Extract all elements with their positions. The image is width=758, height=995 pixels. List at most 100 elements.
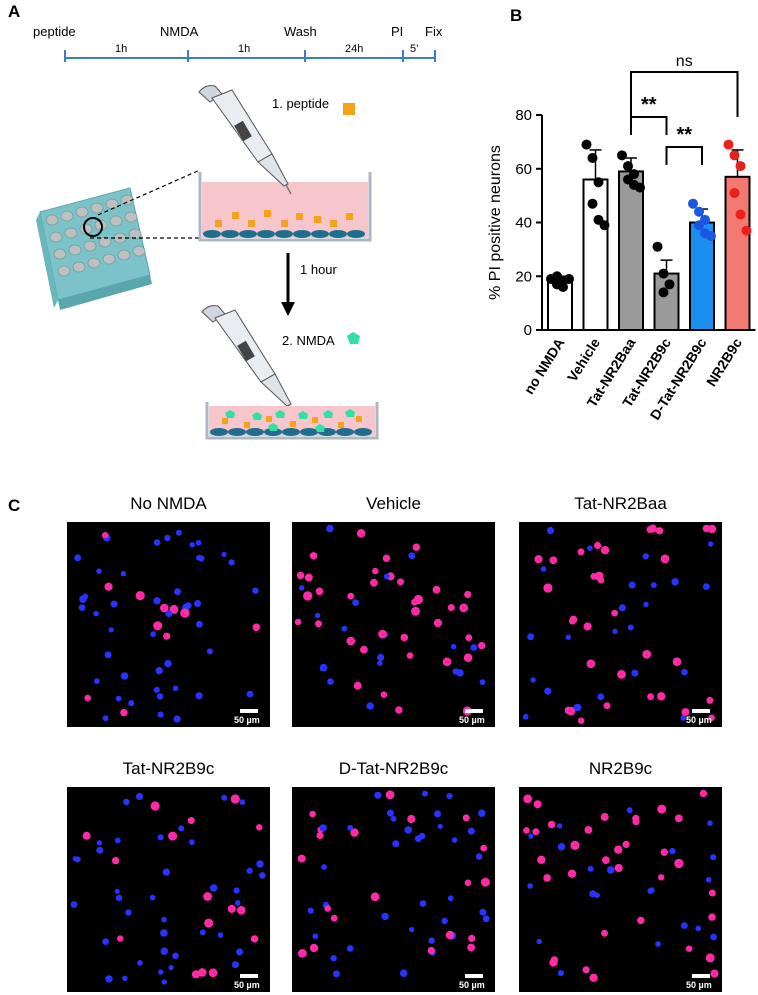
- protocol-wait-label: 1 hour: [300, 262, 337, 277]
- nucleus: [79, 595, 87, 603]
- pi-positive-cell: [309, 810, 316, 818]
- nucleus: [206, 648, 213, 655]
- pi-positive-cell: [468, 934, 476, 942]
- nucleus: [470, 644, 478, 651]
- nucleus: [252, 587, 259, 594]
- pi-positive-cell: [84, 694, 91, 702]
- pi-positive-cell: [378, 629, 387, 639]
- nucleus: [347, 824, 353, 831]
- pi-positive-cell: [315, 587, 324, 596]
- nucleus: [383, 573, 390, 580]
- pi-positive-cell: [589, 973, 598, 982]
- data-point: [688, 198, 698, 209]
- pi-positive-cell: [708, 913, 716, 921]
- pi-positive-cell: [411, 606, 420, 616]
- nucleus: [408, 552, 416, 560]
- pi-positive-cell: [480, 844, 488, 852]
- pi-positive-cell: [660, 554, 670, 564]
- fluorescence-cells: [522, 524, 717, 724]
- scale-bar: [692, 974, 710, 978]
- nucleus: [565, 634, 571, 640]
- nucleus: [231, 961, 239, 969]
- nucleus: [184, 602, 192, 609]
- nucleus: [441, 917, 448, 925]
- nucleus: [164, 659, 172, 668]
- timeline-step-nmda: NMDA: [160, 24, 199, 39]
- nucleus: [627, 624, 634, 631]
- nucleus: [74, 554, 82, 562]
- nucleus: [72, 856, 78, 862]
- pi-positive-cell: [523, 827, 530, 834]
- y-tick-label: 80: [515, 107, 532, 124]
- nucleus: [467, 827, 475, 835]
- nucleus: [234, 900, 241, 906]
- pi-positive-cell: [622, 840, 630, 848]
- protocol-step-nmda: 2. NMDA: [282, 333, 335, 348]
- pi-positive-cell: [250, 935, 259, 943]
- nucleus: [105, 975, 113, 983]
- pi-positive-cell: [445, 930, 455, 940]
- pi-positive-cell: [406, 652, 414, 659]
- nucleus: [172, 685, 179, 692]
- pi-positive-cell: [655, 527, 664, 535]
- pi-positive-cell: [309, 943, 319, 953]
- nucleus: [128, 700, 135, 707]
- y-axis-label: % PI positive neurons: [487, 145, 504, 300]
- culture-dish-2: [205, 402, 379, 440]
- nucleus: [680, 715, 687, 721]
- y-tick-label: 0: [524, 322, 532, 339]
- pi-positive-cell: [447, 604, 455, 611]
- scale-bar-label: 50 µm: [686, 980, 712, 990]
- pi-positive-cell: [614, 845, 623, 854]
- panel-label-c: C: [8, 496, 21, 515]
- timeline-step-peptide: peptide: [33, 24, 76, 39]
- nucleus: [387, 809, 394, 817]
- nucleus: [259, 872, 266, 879]
- data-point: [617, 150, 627, 161]
- data-point: [694, 220, 704, 231]
- nucleus: [96, 840, 102, 846]
- pi-positive-cell: [397, 578, 404, 586]
- pi-positive-cell: [204, 918, 214, 928]
- pi-positive-cell: [380, 691, 388, 698]
- nucleus: [150, 631, 156, 638]
- pi-positive-cell: [523, 794, 533, 804]
- pi-positive-cell: [707, 524, 717, 534]
- protocol-schematic: [36, 85, 379, 440]
- nucleus: [404, 826, 412, 834]
- scale-bar: [240, 709, 258, 713]
- nucleus: [650, 582, 657, 589]
- culture-dish-1: [198, 172, 372, 242]
- timeline-duration-4: 5’: [410, 43, 419, 55]
- nucleus: [381, 912, 389, 921]
- nucleus: [540, 566, 547, 572]
- pi-positive-cell: [346, 636, 356, 646]
- pi-positive-cell: [432, 585, 441, 594]
- nucleus: [157, 834, 164, 841]
- nucleus: [527, 883, 533, 889]
- nucleus: [705, 877, 712, 883]
- nucleus: [607, 866, 615, 874]
- nucleus: [155, 666, 163, 675]
- data-point: [558, 282, 568, 292]
- fluorescence-cells: [74, 529, 261, 723]
- nucleus: [422, 790, 428, 797]
- data-point: [564, 273, 574, 284]
- pi-positive-cell: [117, 935, 124, 942]
- nucleus: [597, 693, 605, 701]
- pi-positive-cell: [657, 804, 667, 814]
- pi-positive-cell: [433, 618, 442, 628]
- pi-positive-cell: [150, 801, 160, 811]
- nucleus: [108, 627, 114, 633]
- nucleus: [434, 810, 441, 818]
- pi-positive-cell: [330, 914, 338, 922]
- pi-positive-cell: [480, 877, 490, 887]
- nucleus: [221, 794, 228, 801]
- nucleus: [228, 559, 235, 566]
- nucleus: [456, 669, 464, 677]
- nucleus: [153, 686, 160, 693]
- bar-chart: 0 20 40 60 80 % PI positive neurons no NMDAVeh…: [487, 53, 756, 423]
- data-point: [593, 177, 604, 188]
- pi-positive-cell: [660, 848, 668, 856]
- nucleus: [114, 837, 121, 844]
